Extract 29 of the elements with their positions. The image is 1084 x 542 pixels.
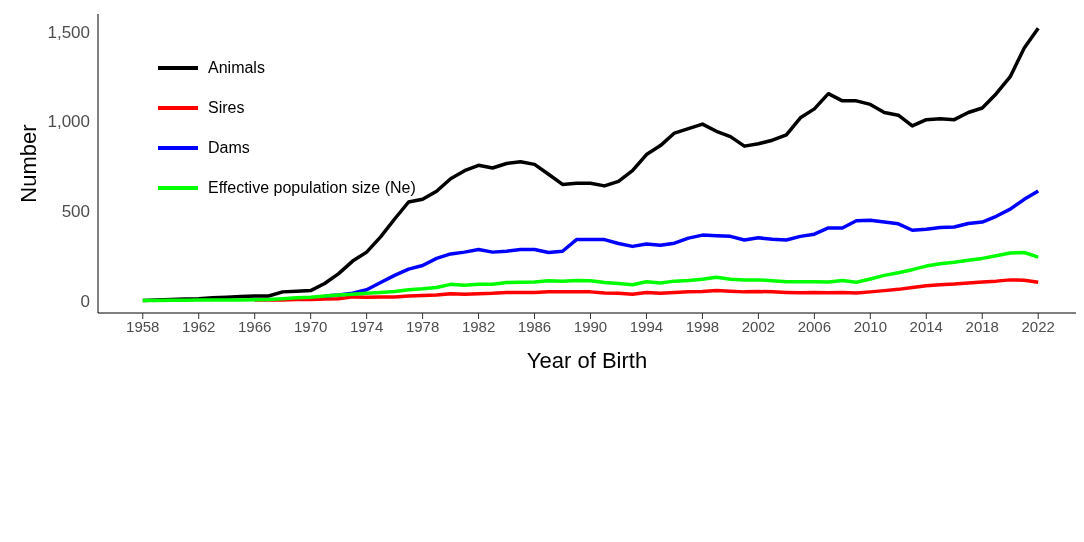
y-tick-label: 1,500 <box>47 22 90 42</box>
legend-label: Animals <box>208 59 265 77</box>
x-tick-label: 1958 <box>126 317 160 335</box>
y-tick-label: 0 <box>80 291 90 311</box>
x-tick-label: 2010 <box>853 317 888 335</box>
x-tick-label: 1986 <box>517 317 552 335</box>
x-tick-label: 2006 <box>797 317 832 335</box>
line-series <box>252 278 1040 302</box>
x-tick-label: 2022 <box>1021 317 1055 335</box>
x-tick-label: 1998 <box>685 317 720 335</box>
y-tick-label: 1,000 <box>47 112 90 132</box>
x-tick-label: 1966 <box>238 317 272 335</box>
legend-label: Sires <box>208 99 245 117</box>
legend-label: Dams <box>208 139 250 157</box>
x-tick-label: 2018 <box>965 317 999 335</box>
y-tick-label: 500 <box>61 201 90 221</box>
x-tick-label: 1970 <box>293 317 328 335</box>
x-tick-label: 2002 <box>741 317 776 335</box>
line-series <box>141 250 1040 303</box>
x-tick-label: 1990 <box>573 317 608 335</box>
y-axis-title: Number <box>15 124 41 203</box>
x-tick-label: 1962 <box>182 317 216 335</box>
x-tick-label: 1982 <box>461 317 496 335</box>
x-tick-label: 2014 <box>909 317 943 335</box>
x-axis-title: Year of Birth <box>526 348 648 373</box>
x-tick-label: 1994 <box>629 317 664 335</box>
x-tick-label: 1978 <box>405 317 440 335</box>
x-tick-label: 1974 <box>349 317 384 335</box>
legend-label: Effective population size (Ne) <box>208 179 416 197</box>
